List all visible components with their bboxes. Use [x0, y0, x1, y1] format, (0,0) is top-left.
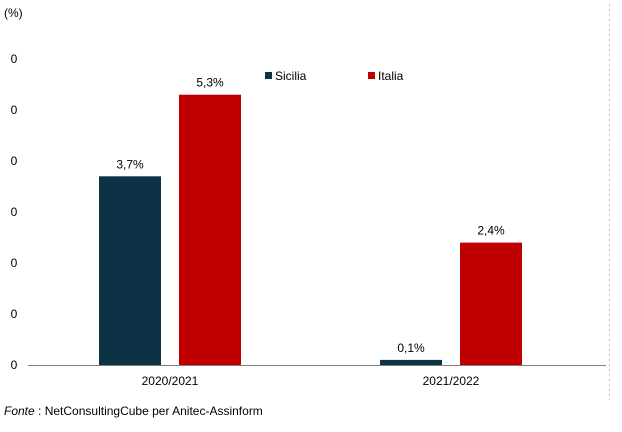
y-tick-label-4: 0 — [11, 154, 18, 168]
x-tick-label-1: 2021/2022 — [423, 374, 480, 388]
data-label-italia-0: 5,3% — [196, 76, 224, 90]
legend-label-italia: Italia — [378, 69, 404, 83]
legend-label-sicilia: Sicilia — [275, 69, 307, 83]
bars-group — [99, 94, 522, 365]
legend-swatch-sicilia — [265, 72, 272, 79]
y-tick-label-0: 0 — [11, 358, 18, 372]
bar-italia-0 — [179, 94, 241, 365]
bar-sicilia-1 — [380, 359, 442, 365]
source-note: Fonte : NetConsultingCube per Anitec-Ass… — [4, 404, 263, 418]
x-axis-tick-labels: 2020/2021 2021/2022 — [142, 374, 480, 388]
y-tick-label-6: 0 — [11, 52, 18, 66]
y-axis-unit-label: (%) — [4, 6, 23, 20]
data-labels-group: 3,7% 5,3% 0,1% 2,4% — [116, 76, 505, 355]
y-tick-label-1: 0 — [11, 307, 18, 321]
y-tick-label-5: 0 — [11, 103, 18, 117]
y-axis-ticks: 0 0 0 0 0 0 0 — [11, 52, 18, 372]
x-tick-label-0: 2020/2021 — [142, 374, 199, 388]
y-tick-label-2: 0 — [11, 256, 18, 270]
source-separator: : — [34, 404, 45, 418]
y-tick-label-3: 0 — [11, 205, 18, 219]
legend: Sicilia Italia — [265, 69, 404, 83]
source-text: NetConsultingCube per Anitec-Assinform — [44, 404, 263, 418]
data-label-italia-1: 2,4% — [477, 224, 505, 238]
data-label-sicilia-0: 3,7% — [116, 157, 144, 171]
bar-sicilia-0 — [99, 176, 161, 365]
legend-swatch-italia — [368, 72, 375, 79]
data-label-sicilia-1: 0,1% — [397, 341, 425, 355]
bar-italia-1 — [460, 242, 522, 365]
source-label: Fonte — [4, 404, 35, 418]
